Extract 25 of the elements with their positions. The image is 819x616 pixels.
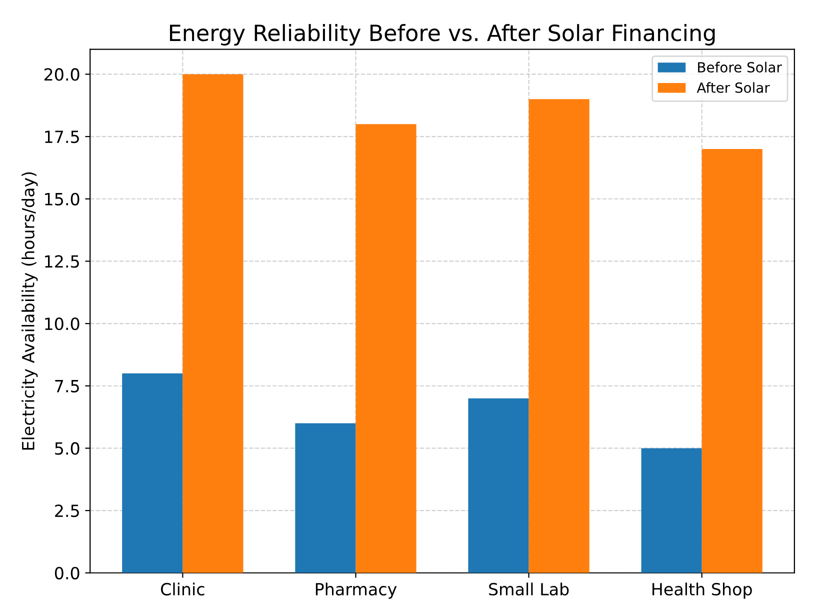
bar xyxy=(356,124,416,573)
x-tick-label: Pharmacy xyxy=(316,582,397,599)
bar xyxy=(295,423,356,573)
bar xyxy=(122,373,183,573)
x-tick-label: Small Lab xyxy=(489,582,569,596)
y-tick-label: 20.0 xyxy=(44,68,80,81)
bar xyxy=(528,99,590,573)
y-tick-label: 2.5 xyxy=(55,504,79,518)
bar xyxy=(182,74,244,573)
bar xyxy=(468,398,529,573)
legend-label: After Solar xyxy=(696,82,770,93)
y-tick-label: 0.0 xyxy=(54,566,80,580)
x-tick-label: Health Shop xyxy=(652,582,752,599)
legend-label: Before Solar xyxy=(698,62,782,73)
bar xyxy=(702,149,762,573)
y-tick-label: 10.0 xyxy=(45,318,80,330)
y-tick-label: 15.0 xyxy=(45,192,80,206)
y-tick-label: 5.0 xyxy=(55,442,80,455)
y-axis-title: Electricity Availability (hours/day) xyxy=(22,172,38,450)
bar xyxy=(641,448,702,573)
chart-title: Energy Reliability Before vs. After Solar Financing xyxy=(170,24,715,46)
y-tick-label: 7.5 xyxy=(55,380,79,392)
y-tick-label: 17.5 xyxy=(45,130,79,144)
x-tick-label: Clinic xyxy=(160,582,204,596)
y-tick-label: 12.5 xyxy=(45,255,79,268)
